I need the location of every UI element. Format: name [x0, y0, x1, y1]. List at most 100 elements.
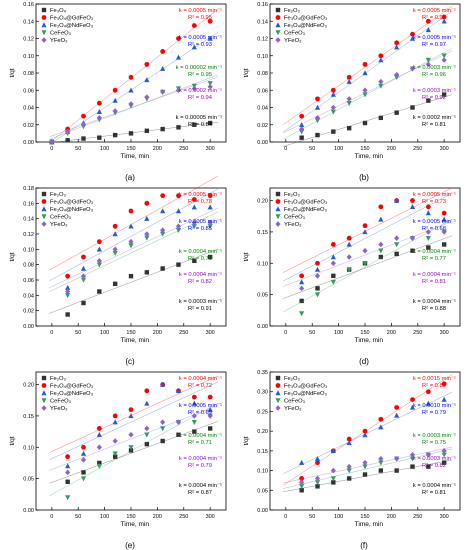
- legend-marker: [275, 30, 281, 36]
- y-axis-label: t/qt: [243, 68, 250, 77]
- rate-constant-label: k = 0.0005 min⁻¹: [413, 192, 456, 198]
- data-point: [160, 65, 166, 71]
- fit-line: [49, 31, 219, 145]
- data-point: [409, 65, 416, 72]
- data-point: [299, 488, 304, 493]
- legend-entry: Fe₃O₄@GdFeO₃: [50, 200, 94, 206]
- fit-line: [49, 188, 219, 282]
- data-point: [299, 113, 305, 119]
- data-point: [191, 413, 197, 419]
- x-tick-label: 200: [153, 514, 162, 520]
- chart-panel: 0 50 100 150 200 250 300 0.00 0.05 0.10 0.15 0.20 Ti…: [9, 371, 227, 550]
- fit-line: [49, 381, 219, 461]
- data-point: [315, 460, 320, 466]
- data-point: [330, 467, 336, 474]
- legend-marker: [275, 375, 281, 381]
- data-point: [207, 413, 213, 419]
- rate-constant-label: k = 0.0005 min⁻¹: [413, 219, 456, 225]
- y-tick-label: 0.20: [257, 199, 268, 205]
- data-point: [346, 267, 352, 273]
- legend-entry: YFeO₃: [50, 406, 68, 412]
- y-tick-label: 0.16: [257, 2, 268, 8]
- panel-label: (e): [125, 541, 135, 550]
- data-point: [394, 71, 400, 78]
- data-point: [378, 204, 384, 210]
- x-axis-label: Time, min: [355, 521, 384, 528]
- rate-constant-label: k = 0.0003 min⁻¹: [413, 88, 456, 94]
- data-point: [330, 448, 336, 454]
- y-axis-label: t/qt: [243, 252, 250, 261]
- data-point: [410, 198, 415, 203]
- data-point: [378, 216, 384, 222]
- legend-marker: [275, 398, 281, 404]
- data-point: [175, 87, 182, 94]
- rate-constant-label: k = 0.0005 min⁻¹: [179, 403, 222, 409]
- data-point: [410, 397, 415, 402]
- x-tick-label: 300: [206, 514, 215, 520]
- data-point: [96, 246, 102, 252]
- legend-marker: [275, 7, 281, 13]
- data-point: [65, 479, 70, 484]
- legend-marker: [41, 22, 47, 28]
- data-point: [128, 101, 134, 107]
- data-point: [65, 293, 71, 299]
- data-point: [191, 23, 197, 28]
- data-point: [299, 479, 305, 486]
- data-point: [144, 128, 150, 133]
- data-point: [144, 200, 150, 206]
- y-tick-label: 0.15: [257, 230, 268, 236]
- r-squared-label: R² = 0.82: [422, 463, 446, 469]
- fit-line: [49, 76, 219, 138]
- rate-constant-label: k = 0.0004 min⁻¹: [179, 483, 222, 489]
- data-point: [112, 246, 118, 253]
- data-point: [330, 242, 336, 247]
- data-point: [97, 460, 102, 466]
- chart-panel: 0 50 100 150 200 250 300 0.00 0.02 0.04 0.06 0.08 0.…: [9, 175, 227, 366]
- y-tick-label: 0.08: [23, 263, 34, 269]
- legend-entry: Fe₃O₄@GdFeO₃: [284, 384, 328, 390]
- y-tick-label: 0.00: [257, 508, 268, 514]
- data-point: [65, 273, 71, 279]
- chart-panel: 0 50 100 150 200 250 300 0.00 0.02 0.04 0.06 0.08 0.…: [9, 2, 227, 182]
- data-point: [314, 118, 321, 124]
- y-axis-label: t/qt: [243, 436, 250, 445]
- data-point: [441, 396, 447, 402]
- rate-constant-label: k = 0.0002 min⁻¹: [413, 115, 456, 121]
- data-point: [378, 53, 384, 59]
- data-point: [176, 193, 181, 199]
- data-point: [112, 97, 118, 103]
- legend-entry: CeFeO₃: [50, 399, 72, 405]
- legend-marker: [41, 375, 47, 381]
- data-point: [160, 438, 165, 444]
- data-point: [330, 87, 336, 93]
- data-point: [425, 204, 431, 210]
- data-point: [191, 204, 197, 210]
- r-squared-label: R² = 0.82: [188, 279, 212, 285]
- rate-constant-label: k = 0.0004 min⁻¹: [413, 272, 456, 278]
- data-point: [144, 235, 150, 241]
- fit-line: [49, 122, 219, 144]
- legend-entry: Fe₃O₄: [50, 8, 67, 14]
- chart-panel: 0 50 100 150 200 250 300 0.00 0.05 0.10 0.15 0.20 Ti…: [243, 187, 461, 366]
- fit-line: [283, 193, 453, 282]
- data-point: [96, 100, 102, 106]
- x-tick-label: 150: [126, 330, 135, 336]
- legend-entry: Fe₃O₄@GdFeO₃: [50, 16, 94, 22]
- data-point: [207, 224, 213, 230]
- data-point: [144, 61, 150, 67]
- data-point: [331, 273, 336, 279]
- fit-line: [49, 175, 219, 271]
- rate-constant-label: k = 0.0004 min⁻¹: [179, 456, 222, 462]
- y-tick-label: 0.25: [257, 409, 268, 415]
- fit-line: [49, 248, 219, 314]
- panel-label: (d): [359, 357, 369, 366]
- data-point: [441, 381, 447, 387]
- legend-marker: [41, 199, 47, 204]
- data-point: [378, 78, 384, 85]
- y-tick-label: 0.10: [257, 261, 268, 267]
- fit-line: [283, 221, 453, 287]
- data-point: [378, 424, 384, 430]
- data-point: [409, 204, 416, 210]
- legend-marker: [41, 37, 47, 43]
- r-squared-label: R² = 0.88: [422, 306, 446, 312]
